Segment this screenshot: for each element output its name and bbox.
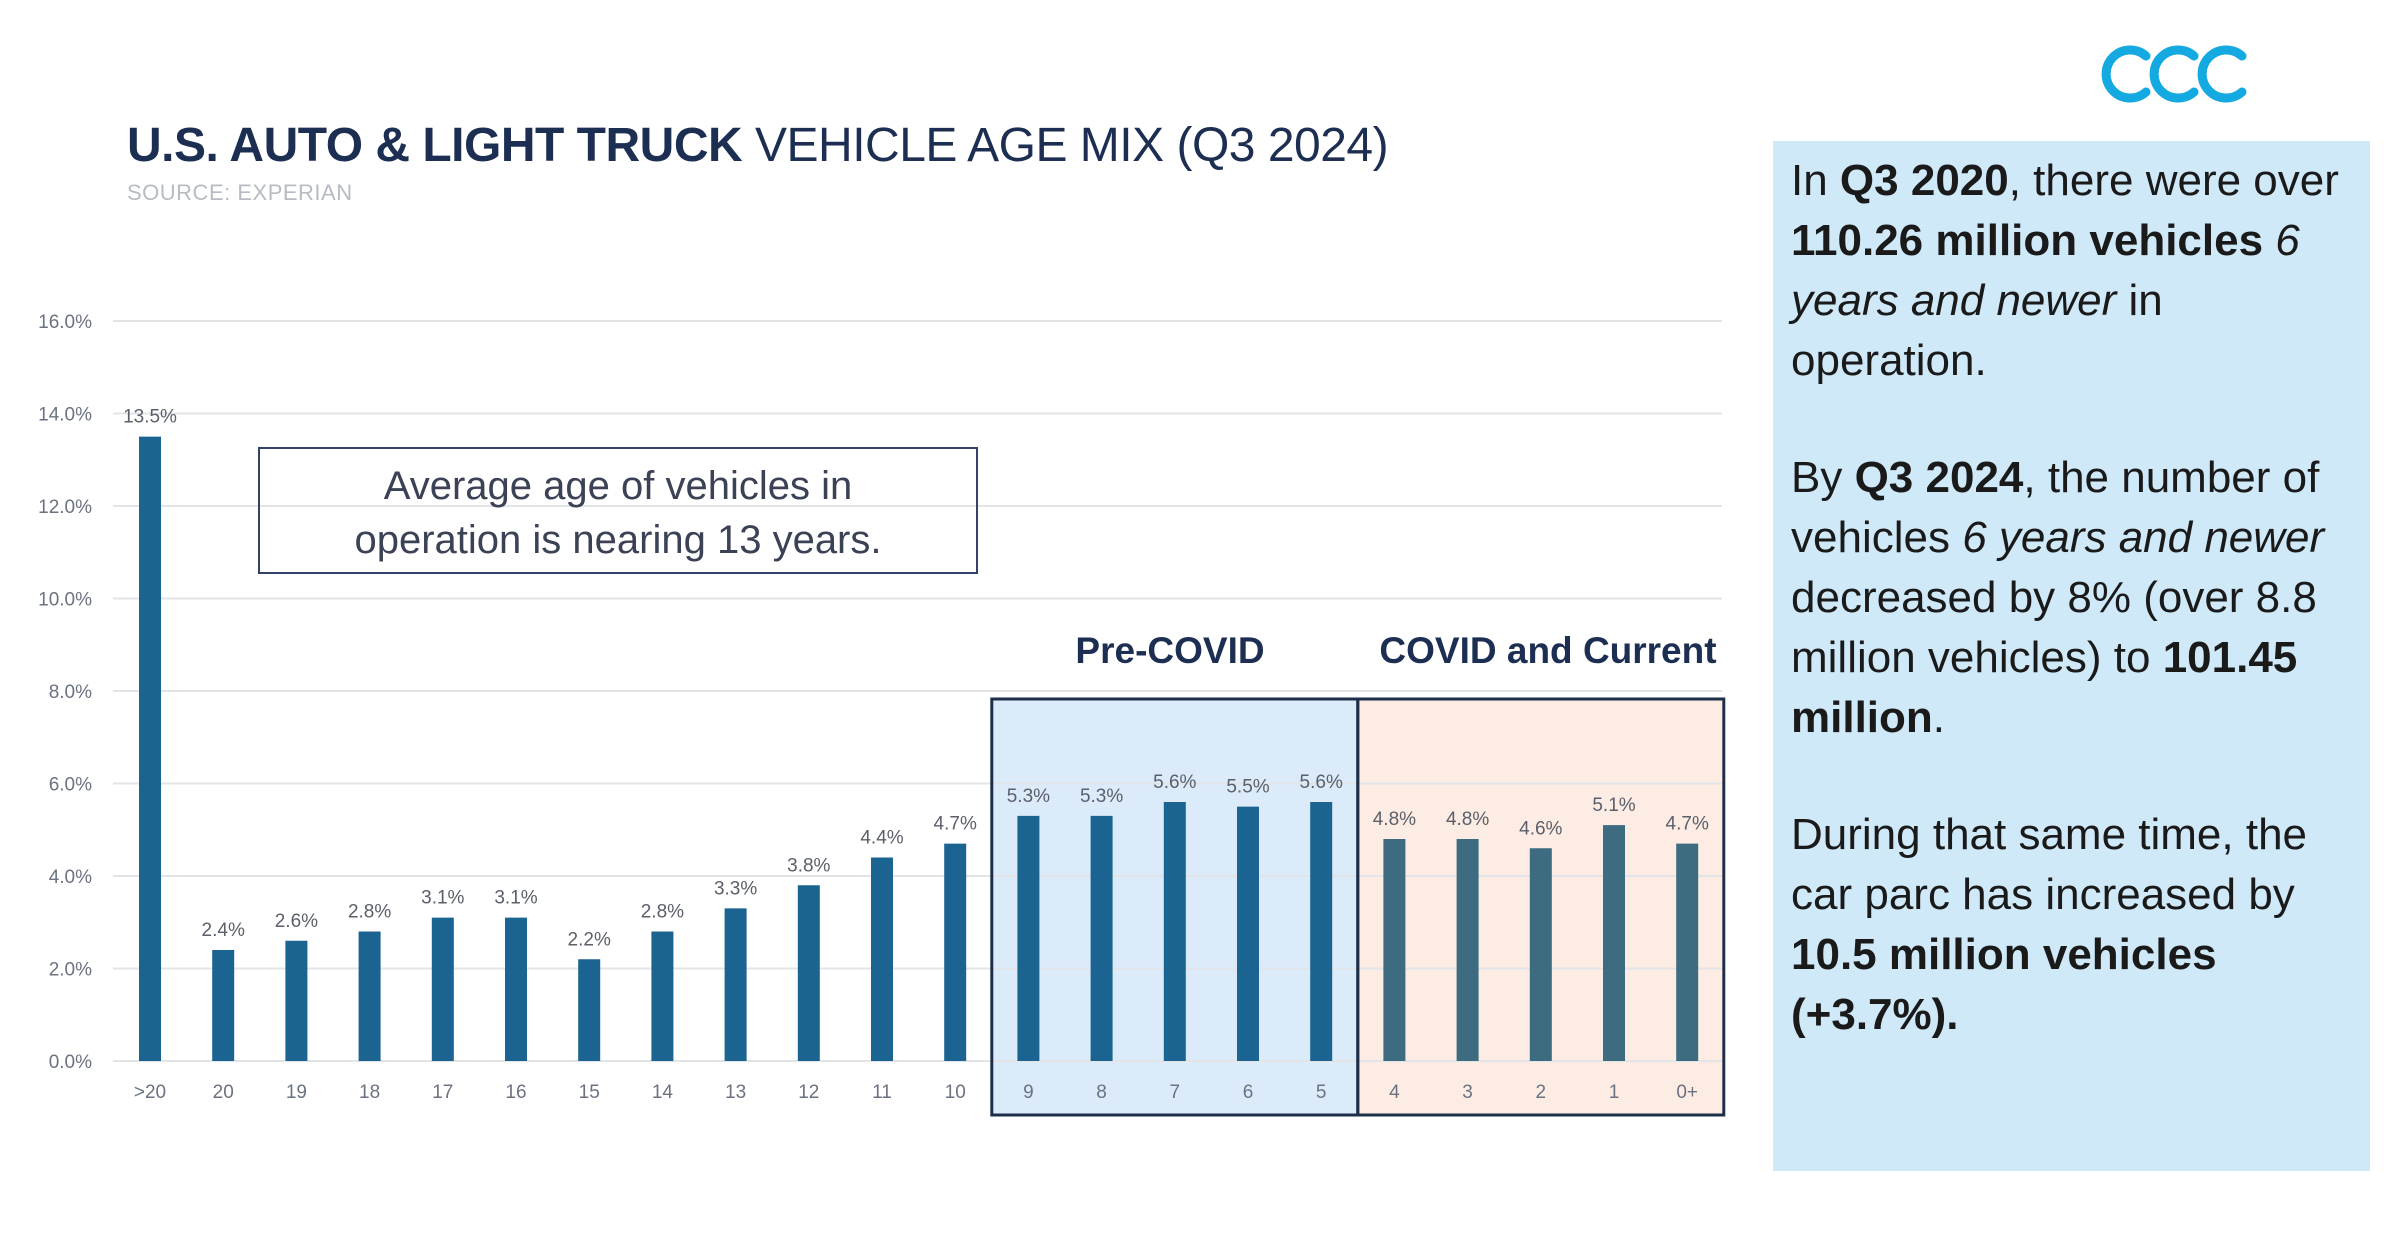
x-tick-label: 20	[213, 1082, 234, 1103]
bar	[797, 885, 820, 1061]
bar	[1603, 825, 1625, 1061]
bar	[1529, 848, 1552, 1061]
x-tick-label: 5	[1316, 1082, 1327, 1103]
callout-line-2: operation is nearing 13 years.	[354, 518, 882, 562]
bar	[651, 931, 674, 1061]
data-label: 5.3%	[1007, 786, 1050, 807]
data-label: 2.8%	[641, 902, 684, 923]
bar	[139, 436, 161, 1061]
y-tick-label: 4.0%	[49, 867, 92, 888]
bar	[1163, 802, 1186, 1061]
covid-current-label: COVID and Current	[1379, 630, 1717, 671]
bar	[1017, 815, 1040, 1061]
bar	[431, 917, 454, 1061]
y-tick-label: 6.0%	[49, 775, 92, 796]
y-tick-label: 16.0%	[38, 312, 92, 333]
data-label: 3.1%	[421, 888, 464, 909]
data-label: 2.8%	[348, 902, 391, 923]
data-label: 4.7%	[1666, 814, 1709, 835]
bar	[944, 843, 967, 1061]
title-bold: U.S. AUTO & LIGHT TRUCK	[127, 119, 743, 172]
callout-line-1: Average age of vehicles in	[383, 464, 853, 508]
x-tick-label: 3	[1462, 1082, 1473, 1103]
x-tick-label: >20	[134, 1082, 166, 1103]
x-tick-label: 7	[1170, 1082, 1181, 1103]
data-label: 5.3%	[1080, 786, 1123, 807]
data-label: 2.4%	[202, 920, 245, 941]
x-tick-label: 6	[1243, 1082, 1254, 1103]
x-tick-label: 2	[1536, 1082, 1547, 1103]
chart-title: U.S. AUTO & LIGHT TRUCK VEHICLE AGE MIX …	[127, 118, 1389, 173]
y-tick-label: 2.0%	[49, 960, 92, 981]
data-label: 2.6%	[275, 911, 318, 932]
bar	[578, 959, 601, 1061]
bar	[1237, 806, 1259, 1061]
x-tick-label: 19	[286, 1082, 307, 1103]
info-panel: In Q3 2020, there were over 110.26 milli…	[1773, 141, 2370, 1171]
bar	[1310, 802, 1333, 1061]
bar	[358, 931, 381, 1061]
x-tick-label: 10	[945, 1082, 966, 1103]
data-label: 4.6%	[1519, 818, 1562, 839]
x-tick-label: 0+	[1676, 1082, 1698, 1103]
average-age-callout: Average age of vehicles in operation is …	[258, 447, 978, 574]
x-tick-label: 14	[652, 1082, 674, 1103]
x-tick-label: 1	[1609, 1082, 1620, 1103]
data-label: 3.8%	[787, 855, 830, 876]
bar	[1383, 839, 1406, 1061]
x-tick-label: 17	[432, 1082, 453, 1103]
data-label: 3.1%	[494, 888, 537, 909]
x-tick-label: 4	[1389, 1082, 1400, 1103]
x-tick-label: 18	[359, 1082, 380, 1103]
title-light: VEHICLE AGE MIX (Q3 2024)	[755, 119, 1389, 172]
bar	[285, 940, 308, 1061]
x-tick-label: 15	[579, 1082, 600, 1103]
info-paragraph-1: In Q3 2020, there were over 110.26 milli…	[1791, 156, 2339, 385]
y-tick-label: 14.0%	[38, 405, 92, 426]
bar	[1456, 839, 1479, 1061]
data-label: 4.8%	[1446, 809, 1489, 830]
info-paragraph-3: During that same time, the car parc has …	[1791, 810, 2308, 1039]
bar	[1090, 815, 1113, 1061]
source-note: SOURCE: EXPERIAN	[127, 180, 353, 205]
x-tick-label: 12	[798, 1082, 819, 1103]
data-label: 4.8%	[1373, 809, 1416, 830]
data-label: 5.5%	[1226, 777, 1269, 798]
bar	[871, 857, 893, 1061]
x-tick-label: 16	[505, 1082, 526, 1103]
bar	[1676, 843, 1699, 1061]
bar	[212, 950, 235, 1061]
x-tick-label: 11	[872, 1082, 892, 1103]
y-tick-label: 12.0%	[38, 497, 92, 518]
region-border-1	[1356, 697, 1726, 1117]
data-label: 5.6%	[1300, 772, 1343, 793]
info-paragraph-2: By Q3 2024, the number of vehicles 6 yea…	[1791, 453, 2325, 742]
data-label: 2.2%	[568, 929, 611, 950]
data-label: 3.3%	[714, 878, 757, 899]
data-label: 4.4%	[860, 828, 903, 849]
data-label: 5.1%	[1592, 795, 1635, 816]
y-tick-label: 8.0%	[49, 682, 92, 703]
ccc-logo-icon	[2101, 45, 2247, 103]
data-label: 5.6%	[1153, 772, 1196, 793]
x-tick-label: 13	[725, 1082, 746, 1103]
x-tick-label: 9	[1023, 1082, 1034, 1103]
x-tick-label: 8	[1096, 1082, 1107, 1103]
pre-covid-label: Pre-COVID	[1075, 630, 1265, 671]
data-label: 13.5%	[123, 407, 177, 428]
data-label: 4.7%	[934, 814, 977, 835]
age-mix-chart: 0.0% 2.0% 4.0% 6.0% 8.0% 10.0% 12.0% 14.0% 16.0%…	[38, 312, 1726, 1117]
bar	[505, 917, 527, 1061]
y-tick-label: 10.0%	[38, 590, 92, 611]
bar	[724, 908, 747, 1061]
y-tick-label: 0.0%	[49, 1052, 92, 1073]
